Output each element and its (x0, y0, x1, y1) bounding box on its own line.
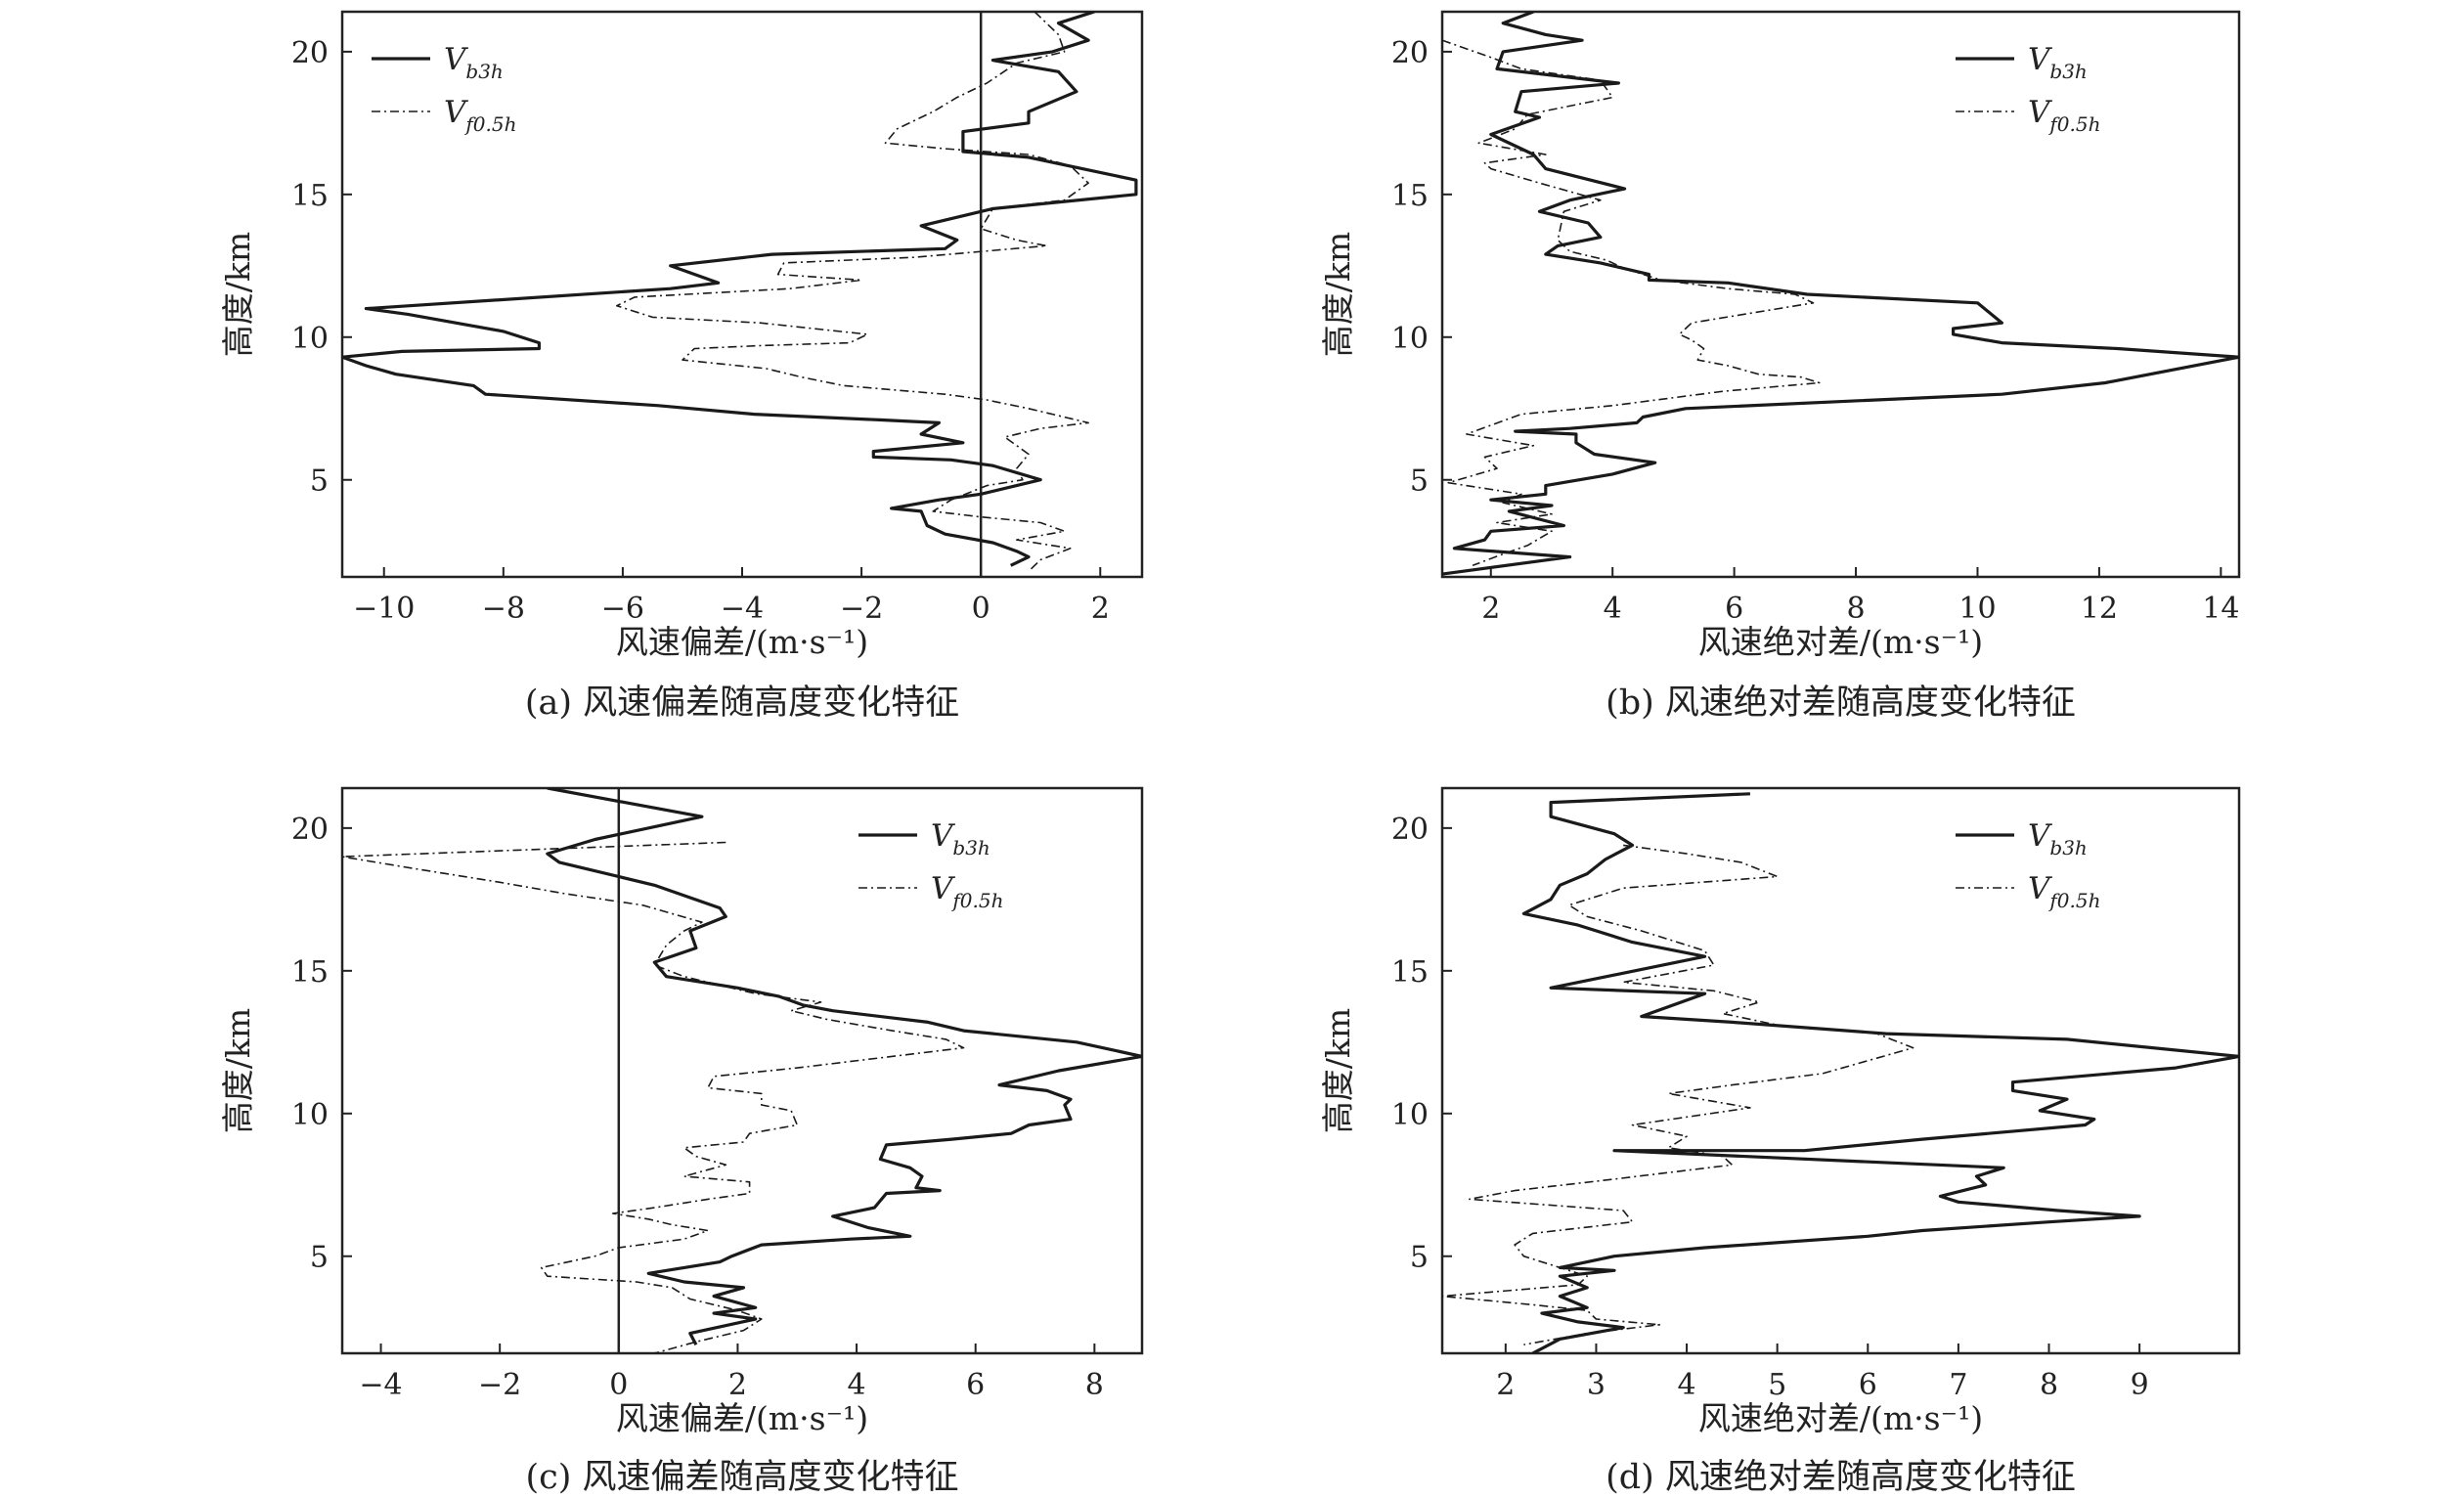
legend-label-f05h: Vf0.5h (931, 871, 1003, 912)
panel-d: 2 3 4 5 6 7 8 9 5 10 15 20 Vb3h Vf0.5h 风速绝对差/(m·s⁻¹) 高度… (1319, 786, 2241, 1497)
x-tick-label: 4 (1604, 592, 1622, 626)
x-tick-label: 9 (2131, 1368, 2149, 1402)
x-tick-label: −2 (478, 1368, 521, 1402)
legend-label-f05h: Vf0.5h (2028, 871, 2100, 912)
y-tick-label: 10 (291, 1098, 329, 1132)
legend-label-f05h: Vf0.5h (2028, 95, 2100, 136)
y-axis-label: 高度/km (219, 1008, 257, 1133)
x-tick-label: 2 (1091, 592, 1110, 626)
x-tick-label: 2 (1481, 592, 1500, 626)
x-tick-label: 4 (848, 1368, 866, 1402)
series-line-b3h (1521, 792, 2239, 1353)
y-tick-label: 5 (1410, 1241, 1429, 1275)
panel-caption: (b) 风速绝对差随高度变化特征 (1606, 683, 2076, 723)
y-tick-label: 10 (1391, 1098, 1429, 1132)
x-tick-label: 6 (1859, 1368, 1877, 1402)
series-line-b3h (1442, 12, 2239, 576)
x-tick-label: 5 (1768, 1368, 1786, 1402)
x-tick-label: 10 (1958, 592, 1996, 626)
legend-label-f05h: Vf0.5h (444, 95, 516, 136)
x-tick-label: 2 (728, 1368, 747, 1402)
y-tick-label: 10 (291, 322, 329, 356)
y-tick-label: 10 (1391, 322, 1429, 356)
x-tick-label: 12 (2081, 592, 2118, 626)
y-axis-label: 高度/km (1319, 1008, 1357, 1133)
x-tick-label: 14 (2202, 592, 2239, 626)
legend-label-b3h: Vb3h (931, 818, 990, 859)
x-tick-label: −4 (721, 592, 764, 626)
y-tick-label: 15 (291, 955, 329, 990)
series-line-b3h (342, 12, 1138, 567)
plot-frame (1440, 10, 2241, 579)
legend-label-b3h: Vb3h (444, 42, 504, 83)
x-tick-label: 4 (1678, 1368, 1696, 1402)
series-line-f05h (342, 841, 965, 1353)
x-tick-label: 8 (1847, 592, 1866, 626)
x-tick-label: 8 (1085, 1368, 1104, 1402)
legend: Vb3h Vf0.5h (1956, 818, 2100, 912)
legend: Vb3h Vf0.5h (372, 42, 516, 136)
x-tick-label: 0 (609, 1368, 628, 1402)
legend: Vb3h Vf0.5h (858, 818, 1003, 912)
y-tick-label: 20 (291, 36, 329, 70)
legend: Vb3h Vf0.5h (1956, 42, 2100, 136)
x-axis-label: 风速偏差/(m·s⁻¹) (616, 1399, 868, 1437)
series-line-f05h (1442, 39, 1821, 567)
legend-label-b3h: Vb3h (2028, 42, 2088, 83)
x-tick-label: 2 (1496, 1368, 1515, 1402)
x-tick-label: 6 (966, 1368, 985, 1402)
plot-frame (340, 786, 1144, 1355)
y-tick-label: 20 (291, 813, 329, 847)
x-tick-label: −6 (601, 592, 644, 626)
legend-label-b3h: Vb3h (2028, 818, 2088, 859)
panel-b: 2 4 6 8 10 12 14 5 10 15 20 Vb3h Vf0.5h 风速绝对差/(m·s⁻¹)… (1319, 10, 2241, 723)
series-line-f05h (615, 12, 1089, 572)
plot-frame (1440, 786, 2241, 1355)
series-line-f05h (1442, 844, 1914, 1345)
x-tick-label: 8 (2040, 1368, 2058, 1402)
panel-caption: (a) 风速偏差随高度变化特征 (525, 683, 959, 723)
x-tick-label: 6 (1725, 592, 1743, 626)
x-axis-label: 风速绝对差/(m·s⁻¹) (1698, 623, 1983, 661)
panel-c: −4 −2 0 2 4 6 8 5 10 15 20 Vb3h Vf0.5h 风速偏差/(m·s⁻¹) 高度… (219, 786, 1144, 1497)
x-axis-label: 风速偏差/(m·s⁻¹) (616, 623, 868, 661)
panel-a: −10 −8 −6 −4 −2 0 2 5 10 15 20 Vb3h Vf0.5h 风速偏差/(m·s⁻… (219, 10, 1144, 723)
series-line-b3h (546, 788, 1142, 1345)
y-axis-label: 高度/km (219, 232, 257, 357)
x-tick-label: 7 (1949, 1368, 1967, 1402)
y-tick-label: 5 (310, 464, 329, 499)
x-tick-label: −8 (482, 592, 525, 626)
y-tick-label: 20 (1391, 36, 1429, 70)
x-tick-label: 0 (972, 592, 990, 626)
y-tick-label: 15 (291, 179, 329, 213)
y-tick-label: 20 (1391, 813, 1429, 847)
y-tick-label: 15 (1391, 955, 1429, 990)
x-tick-label: −2 (840, 592, 883, 626)
panel-caption: (c) 风速偏差随高度变化特征 (525, 1458, 958, 1497)
x-axis-label: 风速绝对差/(m·s⁻¹) (1698, 1399, 1983, 1437)
y-tick-label: 15 (1391, 179, 1429, 213)
x-tick-label: −10 (353, 592, 415, 626)
y-axis-label: 高度/km (1319, 232, 1357, 357)
panel-caption: (d) 风速绝对差随高度变化特征 (1606, 1458, 2076, 1497)
y-tick-label: 5 (1410, 464, 1429, 499)
y-tick-label: 5 (310, 1241, 329, 1275)
x-tick-label: 3 (1587, 1368, 1606, 1402)
x-tick-label: −4 (359, 1368, 402, 1402)
